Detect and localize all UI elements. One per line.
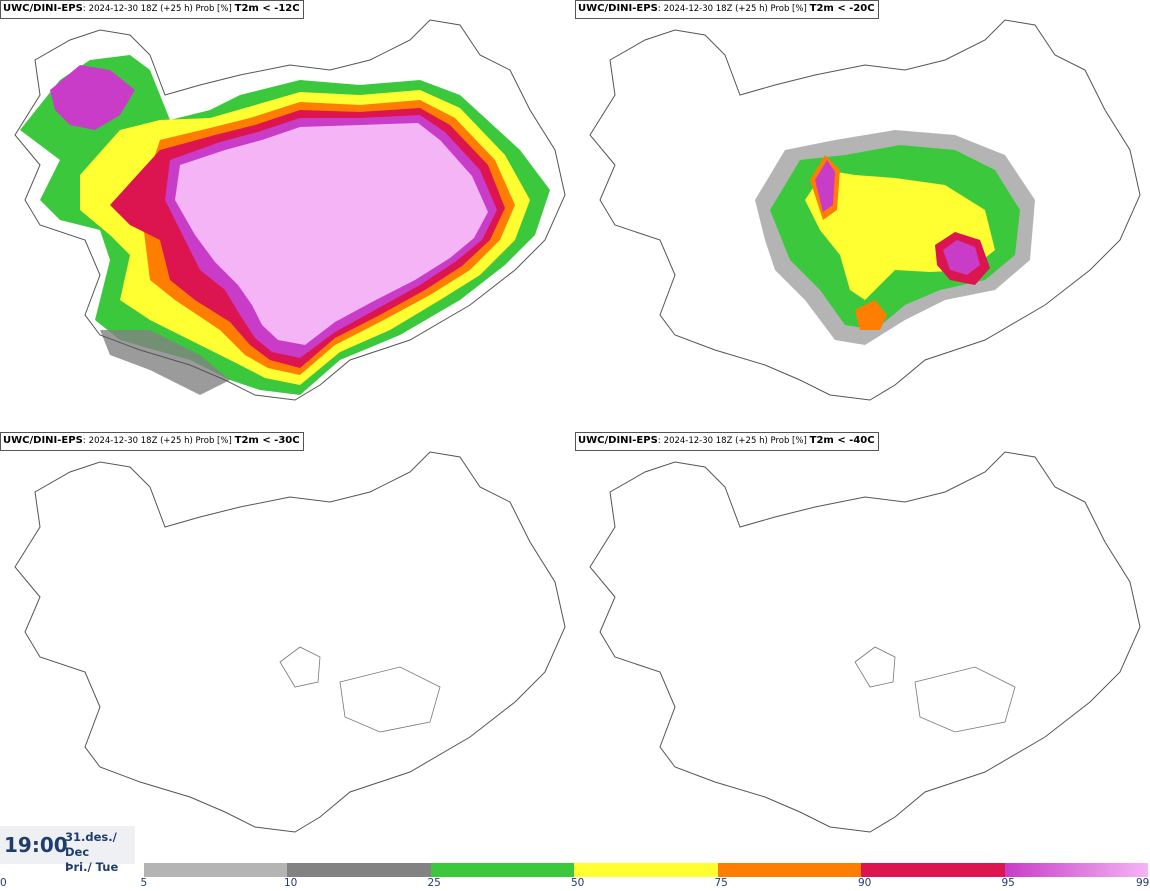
prob-area-magenta-core2	[943, 240, 980, 275]
legend-color-segment	[1004, 863, 1148, 877]
coastline	[14, 451, 566, 833]
legend-color-segment	[287, 863, 431, 877]
map-panel-top-left: UWC/DINI-EPS: 2024-12-30 18Z (+25 h) Pro…	[0, 0, 575, 432]
legend-tick-label: 50	[571, 877, 585, 889]
legend-color-segment	[861, 863, 1005, 877]
glacier-outline	[914, 666, 1016, 733]
valid-time-box: 19:00 31.des./ Dec Þri./ Tue	[0, 826, 135, 874]
panel-title: UWC/DINI-EPS: 2024-12-30 18Z (+25 h) Pro…	[0, 0, 304, 19]
legend-tick-label: 75	[714, 877, 728, 889]
iceland-map-minus30	[14, 451, 566, 833]
valid-date-line1: 31.des./ Dec	[65, 830, 117, 859]
legend-color-segment	[143, 863, 287, 877]
legend-color-segment	[717, 863, 861, 877]
coastline	[589, 19, 1141, 401]
map-panel-bottom-left: UWC/DINI-EPS: 2024-12-30 18Z (+25 h) Pro…	[0, 432, 575, 864]
legend-tick-label: 90	[858, 877, 872, 889]
valid-time-clock: 19:00	[4, 833, 68, 857]
legend-tick-label: 5	[140, 877, 148, 889]
legend-tick-label: 25	[427, 877, 441, 889]
iceland-map-minus12	[14, 19, 566, 401]
glacier-outline	[279, 646, 321, 688]
legend-tick-label: 99	[1136, 877, 1150, 889]
valid-time-date: 31.des./ Dec Þri./ Tue	[65, 830, 135, 875]
panel-title: UWC/DINI-EPS: 2024-12-30 18Z (+25 h) Pro…	[0, 432, 304, 451]
map-panel-bottom-right: UWC/DINI-EPS: 2024-12-30 18Z (+25 h) Pro…	[575, 432, 1150, 864]
legend-color-segment	[574, 863, 718, 877]
coastline	[589, 451, 1141, 833]
grey-sw-patch	[100, 330, 230, 395]
valid-date-line2: Þri./ Tue	[65, 860, 119, 874]
prob-area-magenta-core1	[815, 160, 835, 212]
map-panel-top-right: UWC/DINI-EPS: 2024-12-30 18Z (+25 h) Pro…	[575, 0, 1150, 432]
glacier-outline	[854, 646, 896, 688]
panel-title: UWC/DINI-EPS: 2024-12-30 18Z (+25 h) Pro…	[575, 432, 879, 451]
legend-color-segment	[430, 863, 574, 877]
probability-legend: 0 5 10 25 50 75 90 95 99	[0, 862, 1150, 891]
nw-fjord-patch	[50, 65, 135, 130]
coastline	[14, 19, 566, 401]
iceland-map-minus20	[589, 19, 1141, 401]
legend-tick-label: 10	[284, 877, 298, 889]
prob-area-pink	[175, 123, 488, 345]
glacier-outline	[339, 666, 441, 733]
panel-title: UWC/DINI-EPS: 2024-12-30 18Z (+25 h) Pro…	[575, 0, 879, 19]
prob-area-orange-core3	[855, 300, 887, 330]
legend-tick-label: 95	[1001, 877, 1015, 889]
legend-tick-label: 0	[0, 877, 7, 889]
iceland-map-minus40	[589, 451, 1141, 833]
